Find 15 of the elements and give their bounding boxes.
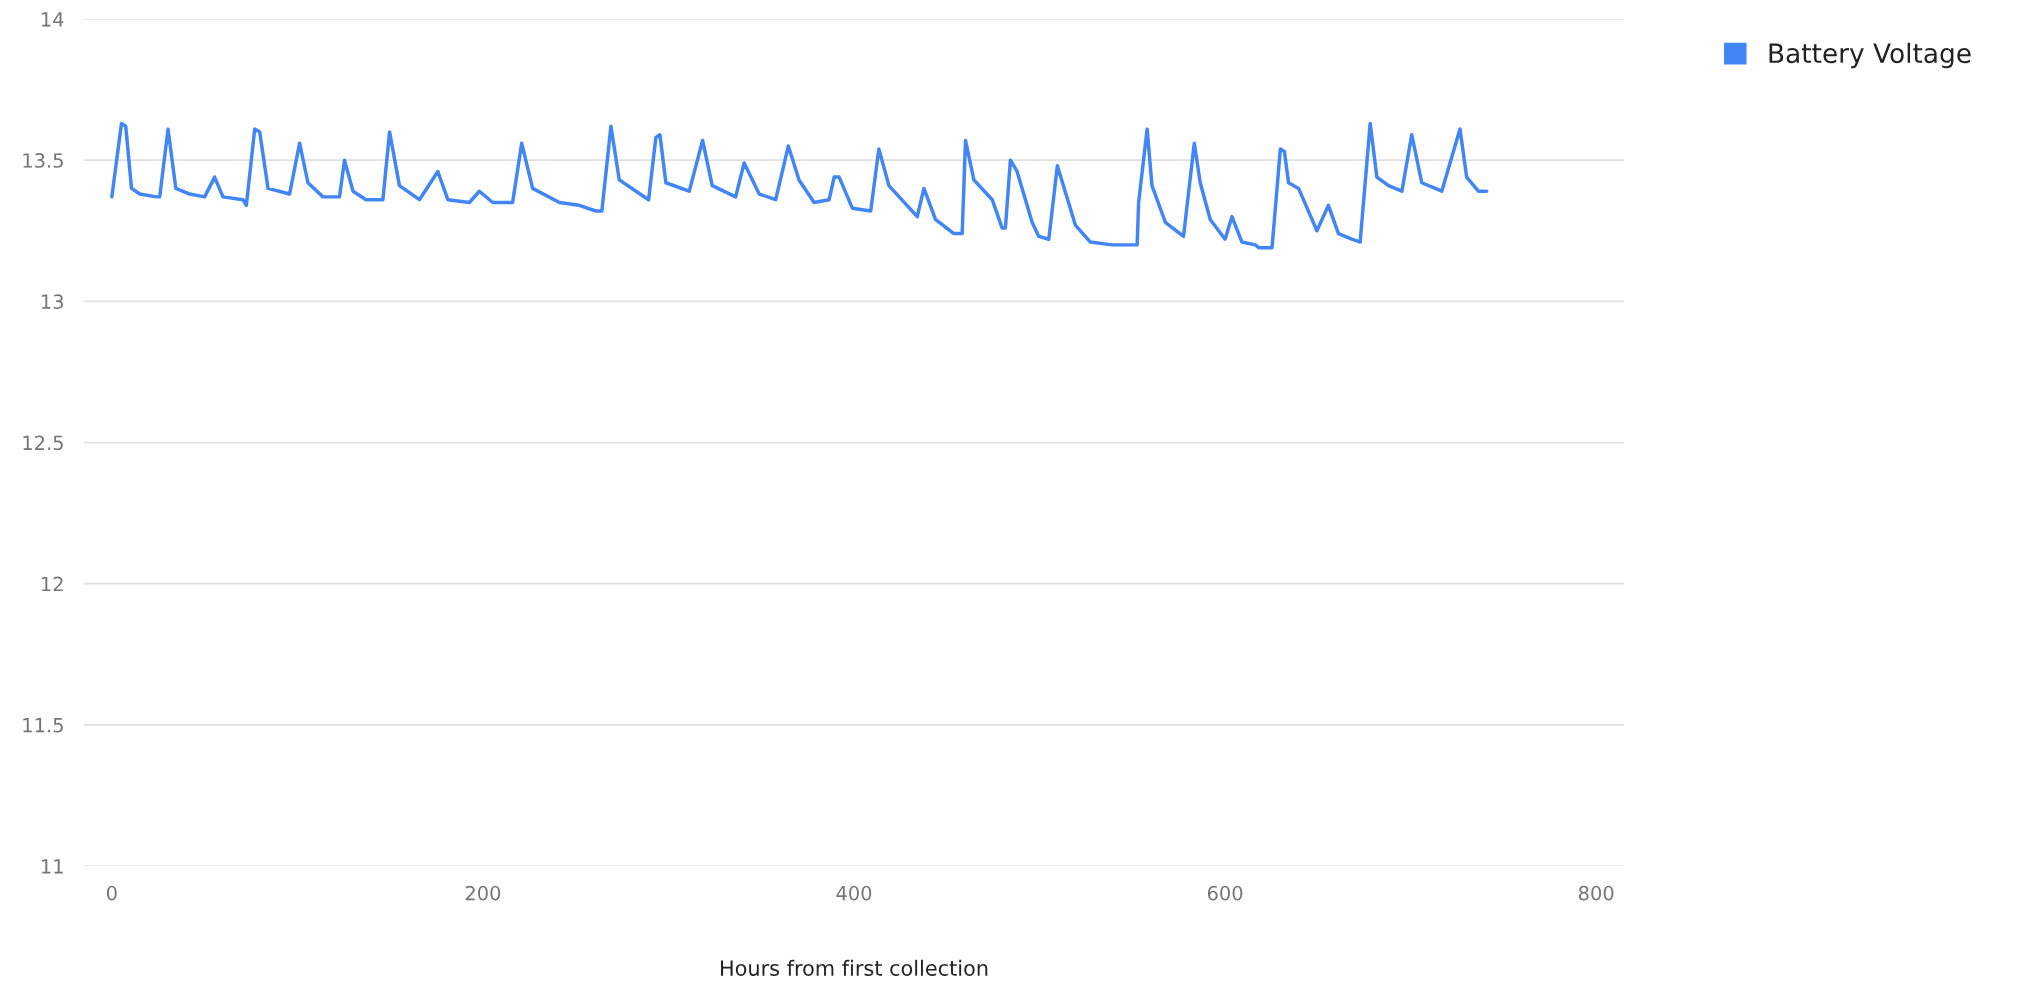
x-tick-label: 200 bbox=[465, 885, 501, 901]
x-tick-label: 400 bbox=[836, 885, 872, 901]
x-axis-title: Hours from first collection bbox=[721, 959, 988, 976]
y-tick-label: 13 bbox=[41, 294, 63, 309]
y-tick-label: 12 bbox=[41, 576, 63, 592]
y-tick-label: 11.5 bbox=[23, 718, 63, 733]
line-series bbox=[110, 121, 1489, 250]
y-tick-label: 14 bbox=[41, 12, 64, 27]
legend-label: Battery Voltage bbox=[1769, 42, 1971, 69]
x-tick-label: 0 bbox=[106, 885, 117, 901]
y-tick-label: 13.5 bbox=[23, 153, 63, 168]
x-tick-label: 800 bbox=[1578, 885, 1614, 901]
x-tick-label: 600 bbox=[1207, 885, 1243, 901]
y-tick-label: 11 bbox=[41, 859, 63, 874]
y-tick-label: 12.5 bbox=[23, 435, 63, 451]
